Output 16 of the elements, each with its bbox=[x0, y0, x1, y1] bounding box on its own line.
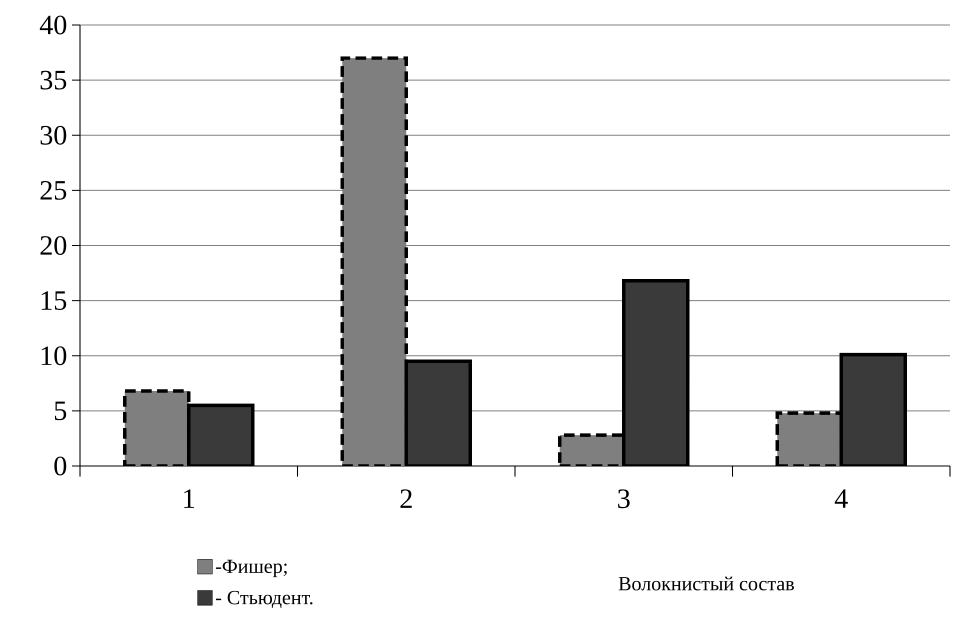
y-tick-label: 30 bbox=[40, 126, 66, 145]
y-tick-label: 35 bbox=[40, 70, 66, 90]
y-tick-label: 40 bbox=[40, 16, 66, 34]
legend-label: - Стьюдент. bbox=[216, 590, 312, 608]
y-tick-label: 0 bbox=[54, 456, 66, 476]
y-tick-label: 25 bbox=[40, 180, 66, 200]
x-tick-label: 2 bbox=[400, 489, 412, 508]
x-tick-label: 1 bbox=[184, 489, 194, 508]
x-axis-title: Волокнистый состав bbox=[618, 576, 794, 590]
y-tick-label: 15 bbox=[42, 291, 66, 310]
legend-label: -Фишер; bbox=[216, 560, 287, 578]
x-tick-label: 3 bbox=[618, 489, 630, 508]
y-tick-label: 20 bbox=[40, 236, 66, 255]
y-tick-label: 10 bbox=[42, 346, 66, 366]
y-tick-label: 5 bbox=[54, 402, 66, 420]
x-tick-label: 4 bbox=[834, 489, 848, 508]
